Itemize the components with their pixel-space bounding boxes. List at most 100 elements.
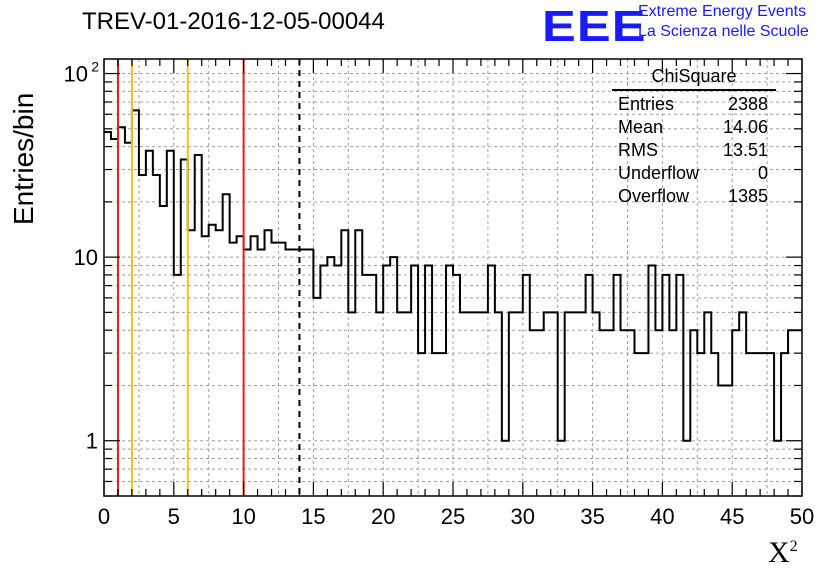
histogram-bin bbox=[739, 312, 746, 496]
stats-label: Entries bbox=[618, 94, 675, 114]
histogram-bin bbox=[362, 275, 369, 496]
stats-row-rms: RMS 13.51 bbox=[612, 139, 776, 162]
histogram-bin bbox=[690, 330, 697, 496]
histogram-bin bbox=[704, 312, 711, 496]
y-tick-label: 1 bbox=[86, 429, 98, 454]
x-tick-label: 35 bbox=[580, 504, 604, 529]
x-tick-label: 5 bbox=[168, 504, 180, 529]
histogram-bin bbox=[285, 250, 292, 496]
histogram-bin bbox=[104, 132, 111, 496]
histogram-bin bbox=[523, 275, 530, 496]
histogram-bin bbox=[586, 275, 593, 496]
histogram-bin bbox=[502, 441, 509, 496]
histogram-bin bbox=[341, 230, 348, 496]
histogram-bin bbox=[683, 441, 690, 496]
histogram-bin bbox=[516, 312, 523, 496]
stats-label: Overflow bbox=[618, 186, 690, 206]
histogram-bin bbox=[593, 312, 600, 496]
histogram-bin bbox=[607, 330, 614, 496]
histogram-bin bbox=[132, 110, 139, 496]
histogram-bin bbox=[774, 441, 781, 496]
histogram-bin bbox=[167, 151, 174, 496]
stats-label: Underflow bbox=[618, 163, 700, 183]
histogram-bin bbox=[348, 312, 355, 496]
histogram-bin bbox=[795, 330, 802, 496]
histogram-bin bbox=[676, 275, 683, 496]
histogram-bin bbox=[565, 312, 572, 496]
stats-value: 0 bbox=[757, 163, 768, 183]
histogram-bin bbox=[418, 353, 425, 496]
x-axis-label: X2 bbox=[768, 536, 798, 570]
histogram-bin bbox=[495, 312, 502, 496]
stats-value: 1385 bbox=[727, 186, 768, 206]
histogram-bin bbox=[390, 257, 397, 496]
stats-value: 2388 bbox=[727, 94, 768, 114]
y-tick-label: 10 bbox=[64, 62, 88, 87]
histogram-bin bbox=[439, 353, 446, 496]
histogram-bin bbox=[537, 330, 544, 496]
x-tick-label: 50 bbox=[790, 504, 814, 529]
histogram-bin bbox=[397, 312, 404, 496]
histogram-bin bbox=[718, 385, 725, 496]
y-tick-exponent: 2 bbox=[91, 59, 99, 75]
histogram-bin bbox=[628, 330, 635, 496]
stats-row-underflow: Underflow 0 bbox=[612, 162, 776, 185]
histogram-bin bbox=[404, 312, 411, 496]
histogram-bin bbox=[272, 243, 279, 496]
histogram-bin bbox=[432, 353, 439, 496]
stats-value: 14.06 bbox=[722, 117, 768, 137]
stats-label: Mean bbox=[618, 117, 664, 137]
histogram-bin bbox=[327, 257, 334, 496]
histogram-bin bbox=[669, 330, 676, 496]
histogram-bin bbox=[600, 330, 607, 496]
x-tick-label: 15 bbox=[301, 504, 325, 529]
histogram-bin bbox=[306, 250, 313, 496]
histogram-bin bbox=[614, 275, 621, 496]
histogram-bin bbox=[697, 353, 704, 496]
histogram-bin bbox=[621, 330, 628, 496]
histogram-bin bbox=[509, 312, 516, 496]
histogram-bin bbox=[788, 330, 795, 496]
histogram-bin bbox=[760, 353, 767, 496]
histogram-bin bbox=[446, 266, 453, 496]
x-tick-label: 30 bbox=[511, 504, 535, 529]
histogram-bin bbox=[153, 175, 160, 496]
x-tick-label: 40 bbox=[650, 504, 674, 529]
histogram-bin bbox=[488, 266, 495, 496]
histogram-bin bbox=[181, 160, 188, 496]
histogram-bin bbox=[481, 312, 488, 496]
histogram-bin bbox=[334, 266, 341, 496]
histogram-bin bbox=[146, 151, 153, 496]
histogram-bin bbox=[313, 298, 320, 496]
histogram-bin bbox=[725, 385, 732, 496]
histogram-bin bbox=[111, 139, 118, 496]
histogram-bin bbox=[467, 312, 474, 496]
histogram-bin bbox=[139, 175, 146, 496]
x-axis-label-base: X bbox=[768, 536, 790, 569]
histogram-bin bbox=[230, 243, 237, 496]
histogram-bin bbox=[160, 206, 167, 496]
logo-caption-line1: Extreme Energy Events bbox=[638, 3, 807, 20]
histogram-bin bbox=[320, 266, 327, 496]
histogram-bin bbox=[237, 236, 244, 496]
histogram-bin bbox=[634, 353, 641, 496]
stats-value: 13.51 bbox=[722, 140, 768, 160]
histogram-bin bbox=[474, 312, 481, 496]
stats-label: RMS bbox=[618, 140, 658, 160]
histogram-bin bbox=[781, 353, 788, 496]
chart-title: TREV-01-2016-12-05-00044 bbox=[82, 8, 385, 35]
x-tick-label: 10 bbox=[231, 504, 255, 529]
histogram-bin bbox=[648, 266, 655, 496]
histogram-bin bbox=[292, 250, 299, 496]
histogram-bin bbox=[202, 236, 209, 496]
histogram-bin bbox=[425, 266, 432, 496]
logo-caption-line2: La Scienza nelle Scuole bbox=[638, 23, 809, 40]
histogram-bin bbox=[223, 194, 230, 496]
x-axis-label-superscript: 2 bbox=[789, 538, 798, 555]
histogram-bin bbox=[279, 243, 286, 496]
histogram-bin bbox=[767, 353, 774, 496]
histogram-bin bbox=[558, 441, 565, 496]
logo-caption: Extreme Energy Events La Scienza nelle S… bbox=[638, 2, 809, 42]
y-axis-label: Entries/bin bbox=[8, 92, 39, 225]
histogram-bin bbox=[641, 353, 648, 496]
